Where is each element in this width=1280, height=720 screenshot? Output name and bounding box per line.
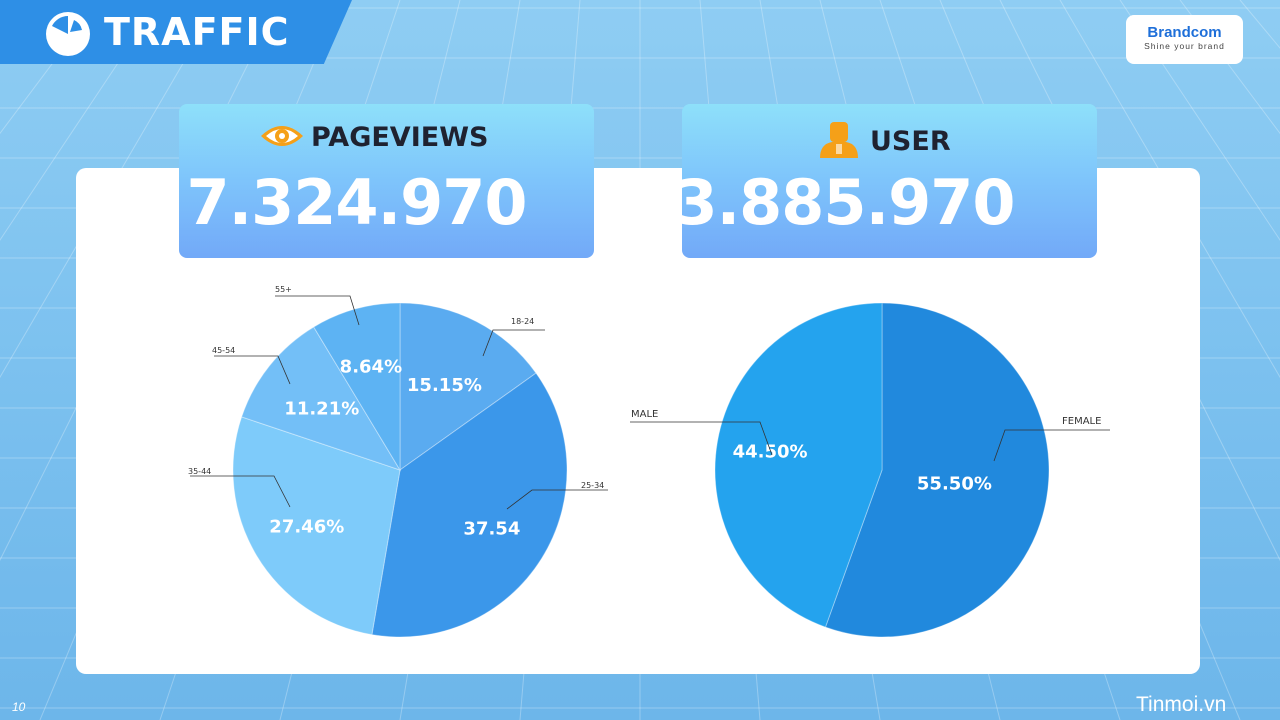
pie-chart-icon (46, 12, 90, 56)
callout-line (275, 295, 360, 326)
pageviews-card: PAGEVIEWS 7.324.970 (179, 104, 594, 258)
callout-line (214, 355, 291, 385)
pageviews-value: 7.324.970 (186, 166, 527, 239)
pie-slice-male (714, 302, 883, 628)
callout-line (993, 429, 1110, 462)
pie-category-label: 45-54 (212, 346, 235, 355)
pie-slice-female (824, 302, 1050, 638)
pie-slice-35-44 (232, 416, 401, 636)
pie-slice-25-34 (371, 372, 568, 638)
pie-category-label: 18-24 (511, 317, 534, 326)
user-value: 3.885.970 (674, 166, 1015, 239)
pie-slice-55- (313, 302, 401, 472)
pie-category-label: FEMALE (1062, 416, 1101, 427)
pie-chart-1: 15.15% 18-24 37.54 25-34 27.46% 35-44 11.21% 45… (188, 285, 608, 638)
pie-slice-18-24 (399, 302, 537, 471)
pie-chart-2: 55.50% FEMALE 44.50% MALE (630, 302, 1110, 638)
page-number: 10 (12, 700, 26, 714)
pie-data-label: 15.15% (407, 375, 482, 396)
callout-line (506, 489, 608, 510)
callout-line (630, 421, 773, 456)
pie-category-label: 25-34 (581, 481, 604, 490)
pie-data-label: 44.50% (733, 442, 808, 463)
brand-logo: Brandcom Shine your brand (1126, 15, 1243, 64)
pie-category-label: 35-44 (188, 467, 211, 476)
user-label: USER (870, 126, 951, 157)
user-card: USER 3.885.970 (674, 104, 1097, 258)
grid-line (1179, 0, 1280, 135)
callout-line (482, 329, 545, 357)
grid-line (0, 0, 161, 241)
pie-data-label: 8.64% (340, 356, 402, 377)
grid-line (1119, 0, 1280, 241)
grid-line (0, 0, 221, 379)
logo-name: Brandcom (1147, 24, 1222, 41)
eye-icon (261, 126, 303, 146)
pie-data-label: 11.21% (284, 398, 359, 419)
pie-category-label: 55+ (275, 285, 292, 294)
callout-line (190, 475, 291, 508)
footer-brand: Tinmoi.vn (1136, 693, 1227, 716)
grid-line (1059, 0, 1280, 379)
user-icon (820, 122, 858, 158)
pageviews-label: PAGEVIEWS (311, 122, 489, 153)
page-title: TRAFFIC (104, 10, 290, 54)
pie-data-label: 37.54 (463, 519, 520, 540)
logo-tagline: Shine your brand (1144, 41, 1225, 51)
pie-data-label: 27.46% (269, 517, 344, 538)
grid-line (0, 0, 101, 135)
pie-data-label: 55.50% (917, 474, 992, 495)
pie-category-label: MALE (631, 409, 658, 420)
